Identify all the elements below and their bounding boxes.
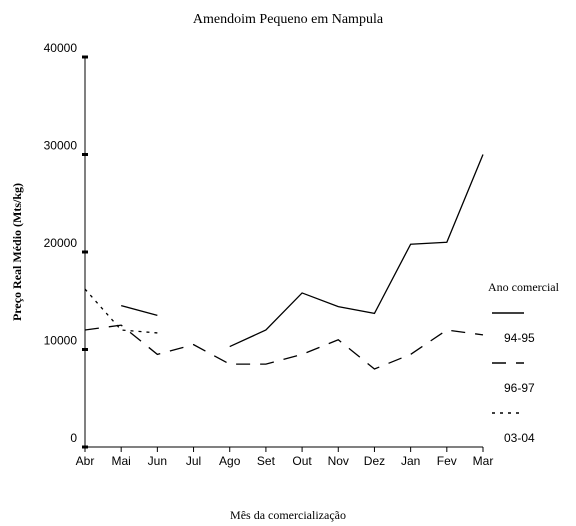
y-tick-label: 30000 (44, 139, 78, 153)
legend-label: 96-97 (504, 381, 535, 395)
series-line (229, 154, 484, 348)
x-tick-label: Jul (186, 454, 201, 468)
series-line (84, 324, 484, 370)
x-tick-label: Jan (401, 454, 420, 468)
y-tick-label: 40000 (44, 41, 78, 55)
legend-label: 03-04 (504, 431, 535, 445)
x-tick-label: Set (257, 454, 276, 468)
x-tick-label: Jun (148, 454, 167, 468)
series-line (84, 288, 158, 334)
y-axis-label: Preço Real Médio (Mts/kg) (10, 183, 24, 321)
y-tick-label: 20000 (44, 236, 78, 250)
x-axis-label: Mês da comercialização (230, 508, 346, 522)
y-tick-label: 10000 (44, 334, 78, 348)
x-tick-label: Mar (473, 454, 494, 468)
x-tick-label: Ago (219, 454, 241, 468)
x-tick-label: Mai (112, 454, 131, 468)
x-tick-label: Fev (437, 454, 457, 468)
x-tick-label: Nov (328, 454, 349, 468)
legend-label: 94-95 (504, 331, 535, 345)
y-tick-label: 0 (70, 431, 77, 445)
chart-title: Amendoim Pequeno em Nampula (193, 12, 384, 27)
x-tick-label: Dez (364, 454, 385, 468)
series-line (121, 304, 158, 317)
x-tick-label: Abr (76, 454, 95, 468)
x-tick-label: Out (292, 454, 312, 468)
legend-title: Ano comercial (488, 280, 560, 294)
